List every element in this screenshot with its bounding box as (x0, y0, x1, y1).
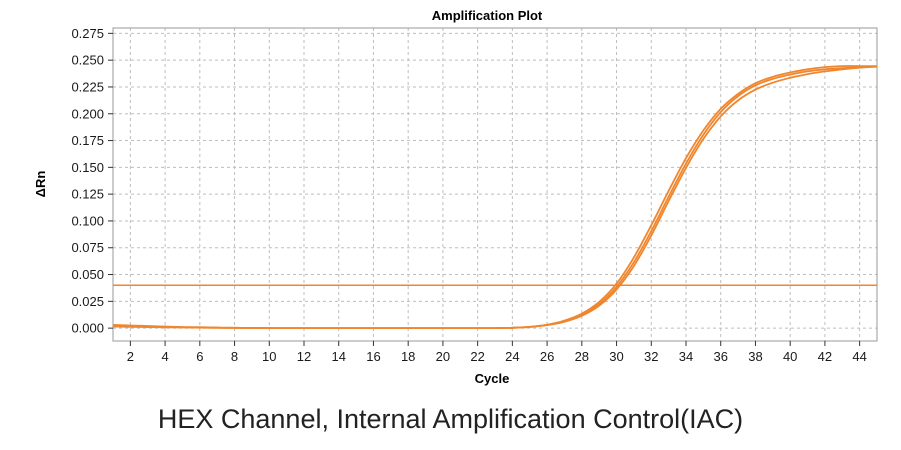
x-tick-label: 44 (852, 349, 866, 364)
y-tick-label: 0.075 (71, 240, 104, 255)
x-tick-label: 6 (196, 349, 203, 364)
x-tick-label: 28 (575, 349, 589, 364)
y-tick-label: 0.200 (71, 106, 104, 121)
y-tick-label: 0.225 (71, 79, 104, 94)
x-tick-label: 2 (127, 349, 134, 364)
x-tick-label: 36 (713, 349, 727, 364)
amplification-curve-3 (112, 65, 878, 330)
x-tick-label: 24 (505, 349, 519, 364)
y-axis: 0.000 0.025 0.050 0.075 0.100 0.125 0.150 0.175… (71, 26, 113, 336)
x-tick-label: 4 (161, 349, 168, 364)
y-tick-label: 0.125 (71, 187, 104, 202)
x-tick-label: 10 (262, 349, 276, 364)
y-tick-label: 0.275 (71, 26, 104, 41)
amplification-curves (112, 65, 878, 330)
x-tick-label: 20 (436, 349, 450, 364)
x-tick-label: 14 (331, 349, 345, 364)
amplification-curve-2 (112, 65, 877, 330)
y-tick-label: 0.050 (71, 267, 104, 282)
amplification-plot-chart: Amplification Plot 0.0000.0250.0500.0750… (33, 8, 878, 386)
y-tick-label: 0.025 (71, 294, 104, 309)
x-tick-label: 26 (540, 349, 554, 364)
x-tick-label: 18 (401, 349, 415, 364)
y-tick-label: 0.250 (71, 53, 104, 68)
grid-lines (113, 28, 877, 341)
x-tick-label: 16 (366, 349, 380, 364)
chart-title: Amplification Plot (432, 8, 543, 23)
x-tick-label: 38 (748, 349, 762, 364)
x-tick-label: 22 (470, 349, 484, 364)
x-tick-label: 30 (609, 349, 623, 364)
x-tick-label: 42 (818, 349, 832, 364)
y-tick-label: 0.150 (71, 160, 104, 175)
y-axis-label: ΔRn (33, 171, 48, 198)
x-tick-label: 40 (783, 349, 797, 364)
x-tick-label: 8 (231, 349, 238, 364)
y-tick-label: 0.100 (71, 213, 104, 228)
x-tick-label: 34 (679, 349, 693, 364)
y-tick-label: 0.000 (71, 321, 104, 336)
x-axis-label: Cycle (475, 371, 510, 386)
figure-caption: HEX Channel, Internal Amplification Cont… (157, 404, 744, 434)
x-tick-label: 12 (297, 349, 311, 364)
amplification-curve-1 (112, 65, 878, 330)
plot-frame (112, 27, 878, 342)
x-tick-label: 32 (644, 349, 658, 364)
x-axis: 2 4 6 8 10 12 14 16 18 20 22 24 26 28 30 32 34 36 38 40 42 44 (127, 341, 867, 364)
y-tick-label: 0.175 (71, 133, 104, 148)
